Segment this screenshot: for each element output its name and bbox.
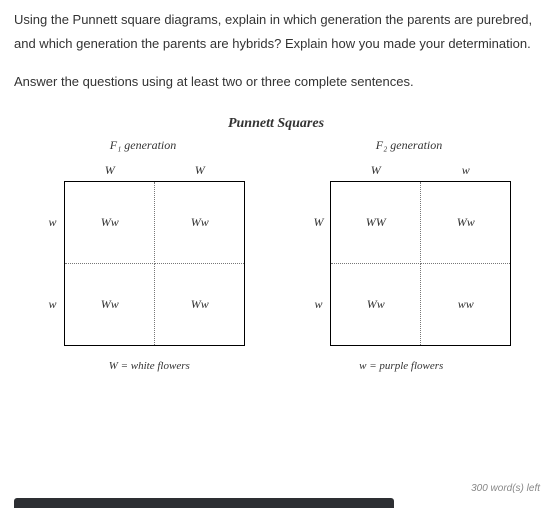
f2-cell-10: Ww xyxy=(331,263,421,345)
f2-top-allele-1: w xyxy=(421,157,511,181)
f2-cell-11: ww xyxy=(421,263,511,345)
legend-row: W = white flowers w = purple flowers xyxy=(14,360,538,372)
f2-cell-01: Ww xyxy=(421,181,511,263)
f1-block: F₁ generation W W w Ww Ww w Ww Ww xyxy=(18,138,268,346)
figure-title: Punnett Squares xyxy=(14,116,538,132)
legend-white: W = white flowers xyxy=(109,360,190,372)
instruction-text: Answer the questions using at least two … xyxy=(14,70,538,94)
word-count-hint: 300 word(s) left xyxy=(471,483,540,494)
f2-cell-00: WW xyxy=(331,181,421,263)
f1-cell-00: Ww xyxy=(65,181,155,263)
f2-left-allele-0: W xyxy=(307,181,331,263)
f2-top-allele-0: W xyxy=(331,157,421,181)
f2-punnett-square: W w W WW Ww w Ww ww xyxy=(307,157,512,346)
legend-purple: w = purple flowers xyxy=(359,360,443,372)
f1-cell-01: Ww xyxy=(155,181,245,263)
f1-left-allele-0: w xyxy=(41,181,65,263)
f1-top-allele-1: W xyxy=(155,157,245,181)
answer-input-bar[interactable] xyxy=(14,498,394,508)
f2-left-allele-1: w xyxy=(307,263,331,345)
question-text: Using the Punnett square diagrams, expla… xyxy=(14,8,538,56)
f1-cell-11: Ww xyxy=(155,263,245,345)
f1-punnett-square: W W w Ww Ww w Ww Ww xyxy=(41,157,246,346)
f2-block: F₂ generation W w W WW Ww w Ww ww xyxy=(284,138,534,346)
f1-top-allele-0: W xyxy=(65,157,155,181)
f2-label: F₂ generation xyxy=(284,138,534,153)
f1-cell-10: Ww xyxy=(65,263,155,345)
f1-label: F₁ generation xyxy=(18,138,268,153)
punnett-squares-container: F₁ generation W W w Ww Ww w Ww Ww F₂ gen… xyxy=(14,138,538,346)
f1-left-allele-1: w xyxy=(41,263,65,345)
